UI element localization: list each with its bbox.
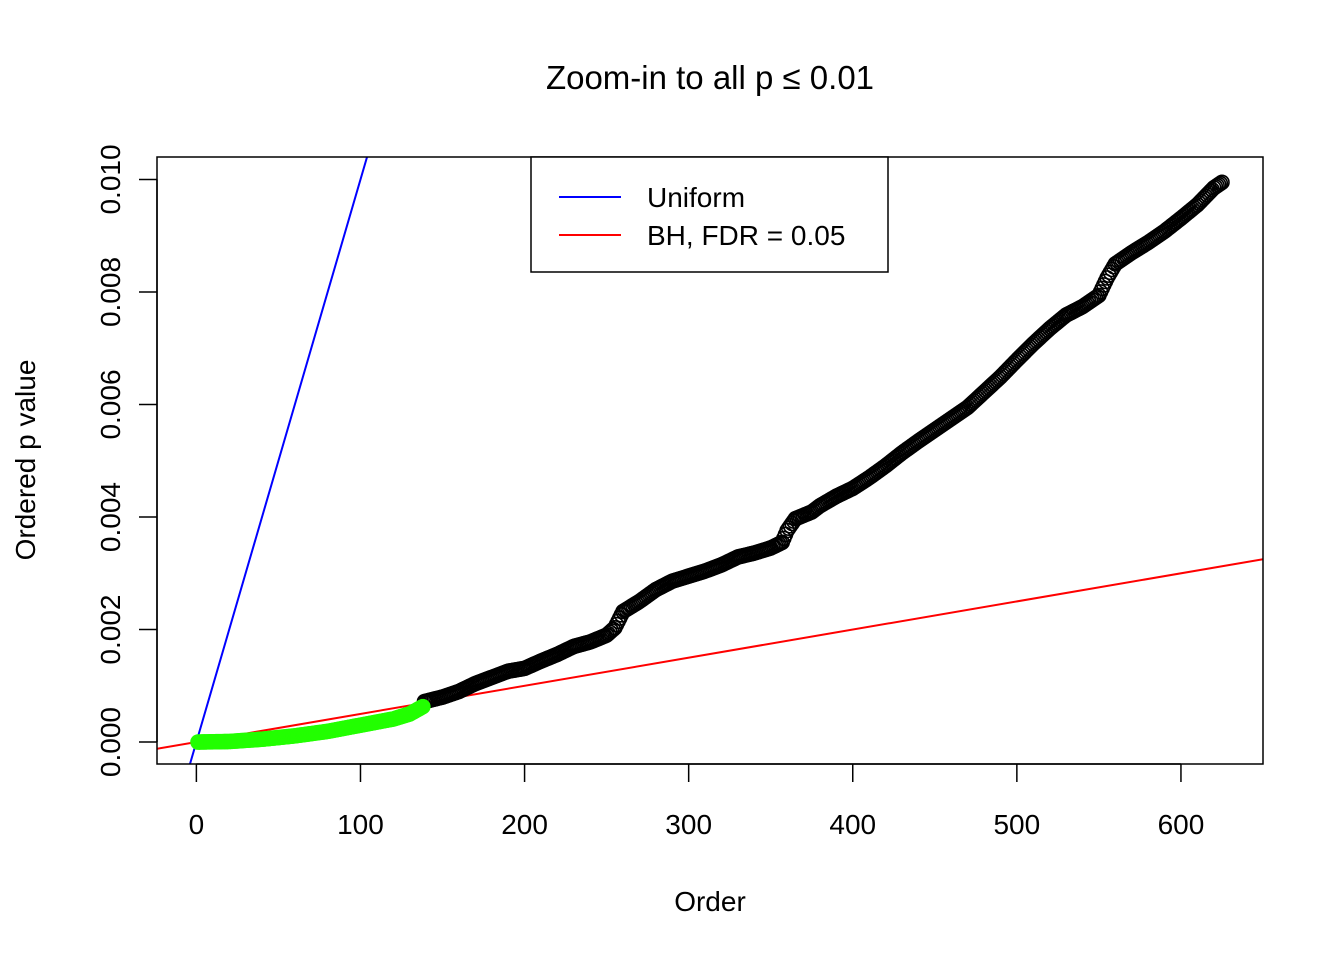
chart-title: Zoom-in to all p ≤ 0.01 <box>546 59 874 96</box>
bh-line <box>157 558 1263 750</box>
x-tick-label: 100 <box>337 809 384 840</box>
legend-box <box>530 156 889 273</box>
y-tick-label: 0.002 <box>95 595 126 665</box>
x-tick-label: 0 <box>189 809 205 840</box>
not-significant-point <box>605 621 621 638</box>
legend-label-uniform: Uniform <box>647 182 745 213</box>
uniform-line <box>188 157 369 764</box>
significant-points <box>190 698 431 750</box>
x-axis-label: Order <box>674 886 746 917</box>
x-tick-label: 200 <box>501 809 548 840</box>
x-tick-label: 500 <box>993 809 1040 840</box>
y-tick-label: 0.006 <box>95 369 126 439</box>
legend-label-bh: BH, FDR = 0.05 <box>647 220 845 251</box>
not-significant-point <box>1214 174 1230 191</box>
y-axis-label: Ordered p value <box>10 360 41 561</box>
not-significant-point <box>1212 175 1229 192</box>
y-tick-label: 0.008 <box>95 257 126 327</box>
legend: Uniform BH, FDR = 0.05 <box>530 156 889 273</box>
y-axis: 0.000 0.002 0.004 0.006 0.008 0.010 <box>95 144 158 777</box>
x-tick-label: 600 <box>1158 809 1205 840</box>
not-significant-point <box>1210 176 1227 193</box>
significant-point <box>415 698 431 715</box>
reference-lines <box>157 157 1263 764</box>
y-tick-label: 0.010 <box>95 144 126 214</box>
non-significant-points <box>416 174 1230 710</box>
x-tick-label: 300 <box>665 809 712 840</box>
y-tick-label: 0.004 <box>95 482 126 552</box>
y-tick-label: 0.000 <box>95 707 126 777</box>
x-tick-label: 400 <box>829 809 876 840</box>
not-significant-point <box>1089 288 1106 305</box>
not-significant-point <box>1209 177 1225 194</box>
x-axis: 0 100 200 300 400 500 600 <box>189 763 1205 840</box>
